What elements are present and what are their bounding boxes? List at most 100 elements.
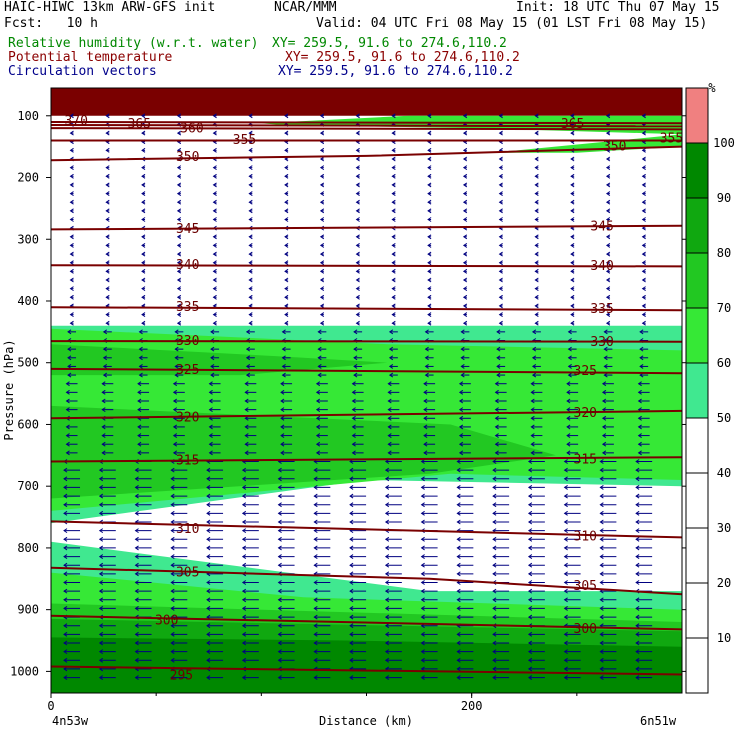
circulation-vector-head <box>498 234 503 240</box>
circulation-vector-head <box>319 173 325 179</box>
circulation-vector-head <box>384 588 390 594</box>
circulation-vector-head <box>530 433 535 438</box>
circulation-vector-head <box>313 519 318 525</box>
circulation-vector-head <box>420 519 425 525</box>
circulation-vector-head <box>69 182 74 188</box>
circulation-vector-head <box>174 372 179 378</box>
circulation-vector-head <box>494 441 499 447</box>
circulation-vector-head <box>102 329 108 335</box>
circulation-vector-head <box>599 649 604 655</box>
isentrope-325 <box>50 367 683 375</box>
circulation-vector-head <box>384 675 390 680</box>
circulation-vector-head <box>315 433 321 438</box>
circulation-vector-head <box>424 355 429 361</box>
circulation-vector-head <box>498 268 503 274</box>
circulation-vector-head <box>137 441 142 447</box>
circulation-vector-head <box>424 329 429 335</box>
circulation-vector-head <box>315 450 321 456</box>
circulation-vector-head <box>601 441 607 447</box>
circulation-vector-head <box>349 476 354 482</box>
circulation-vector-head <box>527 657 533 663</box>
circulation-vector-head <box>281 364 286 369</box>
circulation-vector-head <box>134 606 139 611</box>
circulation-vector-head <box>601 424 607 430</box>
circulation-vector-head <box>351 424 356 430</box>
circulation-vector-head <box>635 467 640 473</box>
circulation-vector-head <box>423 389 428 395</box>
circulation-vector-head <box>639 346 644 352</box>
circulation-vector-head <box>281 346 286 352</box>
circulation-vector-head <box>387 398 392 404</box>
circulation-vector-head <box>245 346 251 352</box>
circulation-vector-head <box>319 312 325 317</box>
circulation-vector-head <box>570 294 575 300</box>
circulation-vector-head <box>98 623 104 629</box>
circulation-vector-head <box>208 398 213 404</box>
circulation-vector-head <box>388 364 394 369</box>
circulation-vector-head <box>241 597 247 603</box>
y-tick-label-700: 700 <box>17 479 39 493</box>
circulation-vector-head <box>134 631 139 637</box>
circulation-vector-head <box>391 286 396 292</box>
circulation-vector-head <box>353 329 358 335</box>
circulation-vector-head <box>605 173 611 179</box>
circulation-vector-head <box>605 217 611 222</box>
circulation-vector-head <box>315 381 321 387</box>
field1-xy: XY= 259.5, 91.6 to 274.6,110.2 <box>272 36 507 51</box>
circulation-vector-head <box>427 234 432 240</box>
circulation-vector-head <box>284 251 289 257</box>
circulation-vector-head <box>98 640 104 646</box>
circulation-vector-head <box>420 640 425 646</box>
circulation-vector-head <box>563 485 568 490</box>
circulation-vector-head <box>241 623 247 629</box>
header-line1-left: HAIC-HIWC 13km ARW-GFS init <box>4 0 216 15</box>
circulation-vector-head <box>313 485 318 490</box>
circulation-vector-head <box>349 536 354 542</box>
circulation-vector-head <box>494 433 499 438</box>
circulation-vector-head <box>498 113 503 119</box>
isentrope-label-325: 325 <box>574 364 597 379</box>
circulation-vector-head <box>384 580 390 585</box>
circulation-vector-head <box>313 657 318 663</box>
circulation-vector-head <box>210 346 215 352</box>
circulation-vector-head <box>319 320 325 326</box>
circulation-vector-head <box>101 441 106 447</box>
circulation-vector-head <box>456 675 461 680</box>
circulation-vector-head <box>599 502 604 508</box>
circulation-vector-head <box>456 485 461 490</box>
y-tick-label-400: 400 <box>17 294 39 308</box>
circulation-vector-head <box>134 510 139 516</box>
circulation-vector-head <box>530 398 535 404</box>
header-line2-left: Fcst: 10 h <box>4 16 98 31</box>
circulation-vector-head <box>456 571 461 577</box>
circulation-vector-head <box>635 675 640 680</box>
circulation-vector-head <box>134 657 139 663</box>
circulation-vector-head <box>462 191 468 196</box>
circulation-vector-head <box>641 173 646 179</box>
circulation-vector-head <box>566 415 571 421</box>
circulation-vector-head <box>349 675 354 680</box>
circulation-vector-head <box>174 346 179 352</box>
circulation-vector-head <box>141 234 146 240</box>
circulation-vector-head <box>102 346 108 352</box>
axes-layer: 100 200 300 400 500 600 700 800 900 1000 0 200 <box>10 109 687 713</box>
circulation-vector-head <box>248 191 253 196</box>
circulation-vector-head <box>599 528 604 534</box>
circulation-vector-head <box>563 675 568 680</box>
circulation-vector-head <box>317 329 322 335</box>
isentrope-label-350: 350 <box>603 139 626 154</box>
circulation-vector-head <box>387 381 392 387</box>
circulation-vector-head <box>313 623 318 629</box>
circulation-vector-head <box>319 251 325 257</box>
circulation-vector-head <box>105 320 110 326</box>
circulation-vector-head <box>601 398 607 404</box>
circulation-vector-head <box>277 545 282 551</box>
circulation-vector-head <box>566 433 571 438</box>
circulation-vector-head <box>281 329 286 335</box>
circulation-vector-head <box>245 364 251 369</box>
circulation-vector-head <box>420 631 425 637</box>
circulation-vector-head <box>349 606 354 611</box>
circulation-vector-head <box>498 182 503 188</box>
isentropes-layer <box>50 121 683 676</box>
